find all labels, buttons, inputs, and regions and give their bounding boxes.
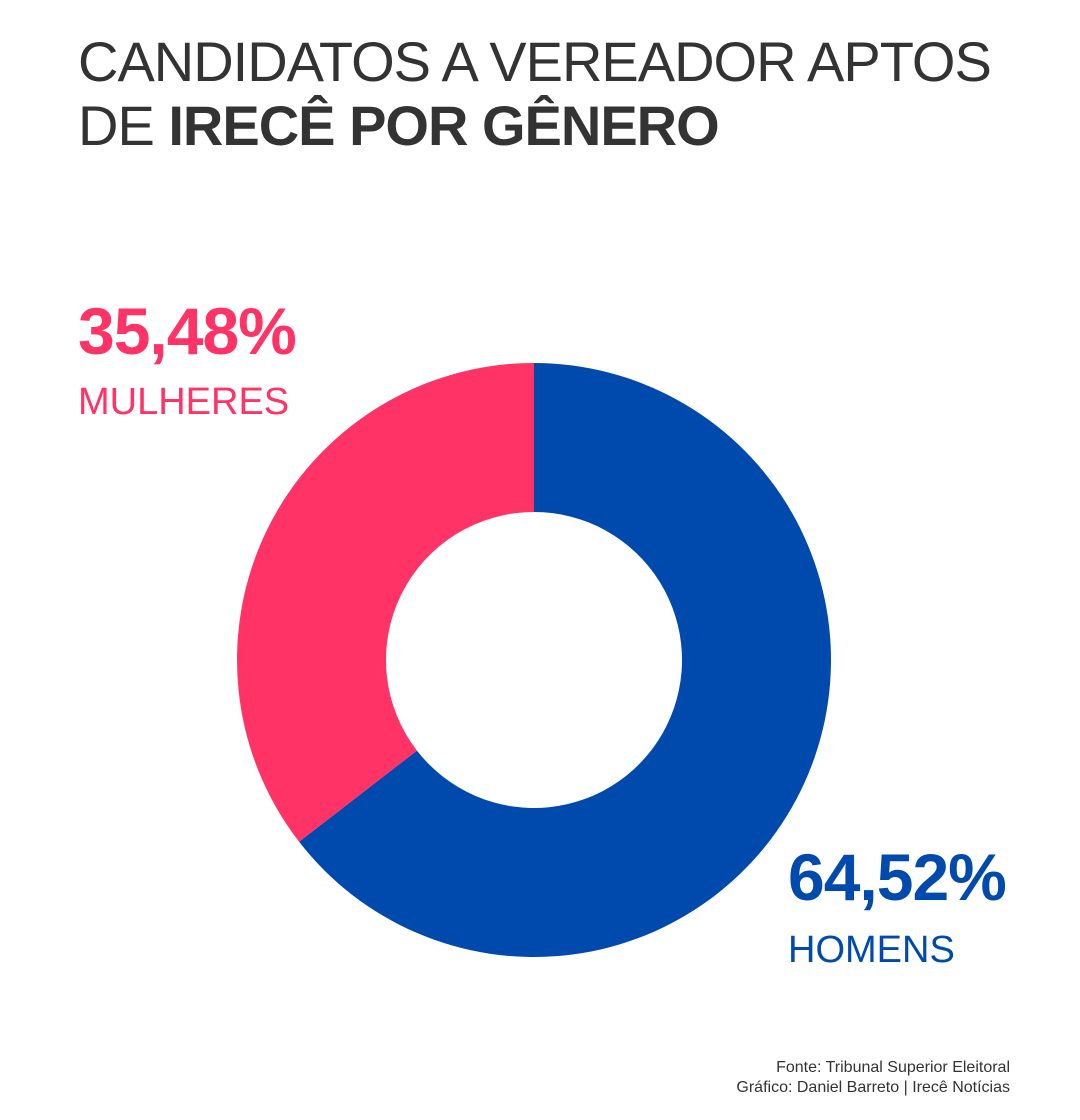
credit-text: Gráfico: Daniel Barreto | Irecê Notícias [736,1079,1010,1096]
title-line-1: CANDIDATOS A VEREADOR APTOS [78,30,992,93]
men-slice [299,363,831,957]
title-line-2: DE IRECÊ POR GÊNERO [78,94,1038,158]
men-category-label: HOMENS [788,929,955,971]
footer-credits: Fonte: Tribunal Superior Eleitoral Gráfi… [736,1058,1010,1098]
source-text: Fonte: Tribunal Superior Eleitoral [776,1059,1010,1076]
women-slice [237,363,534,842]
title-line-2-prefix: DE [78,94,169,157]
women-category-label: MULHERES [78,381,290,423]
women-percentage-label: 35,48% [78,294,297,368]
men-percentage-label: 64,52% [788,840,1007,914]
chart-title: CANDIDATOS A VEREADOR APTOS DE IRECÊ POR… [78,30,1038,158]
title-line-2-bold: IRECÊ POR GÊNERO [168,94,719,157]
